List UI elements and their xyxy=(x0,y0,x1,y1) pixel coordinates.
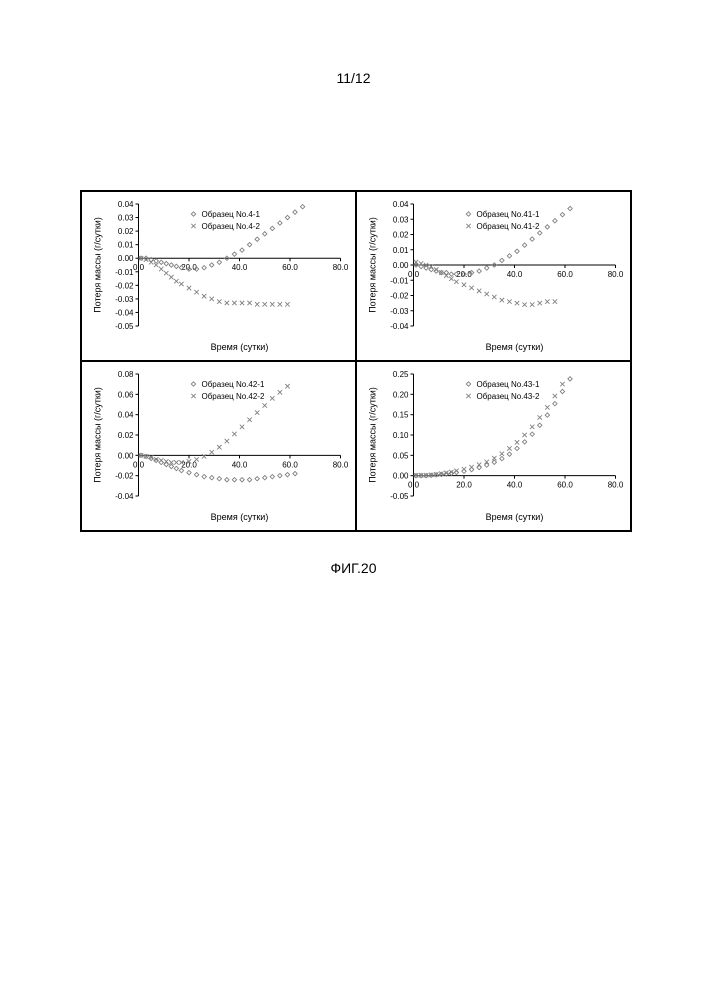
svg-text:0.04: 0.04 xyxy=(118,411,134,420)
page-number: 11/12 xyxy=(0,70,707,86)
svg-text:-0.04: -0.04 xyxy=(115,308,134,317)
svg-text:Время (сутки): Время (сутки) xyxy=(486,512,544,522)
svg-text:40.0: 40.0 xyxy=(232,460,248,469)
svg-text:0.04: 0.04 xyxy=(118,200,134,209)
chart-1: -0.04-0.03-0.02-0.010.000.010.020.030.04… xyxy=(363,196,624,354)
svg-text:Потеря массы (г/сутки): Потеря массы (г/сутки) xyxy=(368,387,378,483)
svg-text:40.0: 40.0 xyxy=(507,481,523,490)
svg-text:Время (сутки): Время (сутки) xyxy=(211,512,269,522)
svg-text:Образец No.43-2: Образец No.43-2 xyxy=(477,392,540,401)
svg-text:Образец No.4-2: Образец No.4-2 xyxy=(202,222,261,231)
svg-text:20.0: 20.0 xyxy=(456,481,472,490)
svg-text:0.03: 0.03 xyxy=(118,214,134,223)
svg-text:-0.04: -0.04 xyxy=(390,322,409,331)
svg-text:Время (сутки): Время (сутки) xyxy=(211,342,269,352)
svg-text:60.0: 60.0 xyxy=(557,270,573,279)
svg-text:0.0: 0.0 xyxy=(408,270,420,279)
svg-text:Образец No.42-2: Образец No.42-2 xyxy=(202,392,265,401)
panel-3: -0.05 0.00 0.05 0.10 0.15 0.20 0.25 0.0 20.0 40.0… xyxy=(356,361,631,531)
svg-text:0.25: 0.25 xyxy=(393,370,409,379)
svg-text:0.04: 0.04 xyxy=(393,200,409,209)
svg-text:Образец No.41-1: Образец No.41-1 xyxy=(477,210,540,219)
svg-text:0.01: 0.01 xyxy=(393,246,409,255)
svg-text:40.0: 40.0 xyxy=(232,263,248,272)
svg-text:0.06: 0.06 xyxy=(118,390,134,399)
svg-text:Образец No.41-2: Образец No.41-2 xyxy=(477,222,540,231)
panel-2: -0.04-0.020.000.020.040.060.080.020.040.… xyxy=(81,361,356,531)
svg-text:60.0: 60.0 xyxy=(282,460,298,469)
svg-text:Потеря массы (г/сутки): Потеря массы (г/сутки) xyxy=(93,217,103,313)
figure-container: -0.05-0.04-0.03-0.02-0.010.000.010.020.0… xyxy=(80,190,632,532)
svg-text:-0.01: -0.01 xyxy=(115,268,134,277)
svg-text:60.0: 60.0 xyxy=(282,263,298,272)
svg-text:-0.03: -0.03 xyxy=(115,295,134,304)
svg-text:0.0: 0.0 xyxy=(133,460,145,469)
svg-text:-0.04: -0.04 xyxy=(115,492,134,501)
svg-text:0.00: 0.00 xyxy=(118,254,134,263)
svg-text:0.0: 0.0 xyxy=(408,481,420,490)
svg-text:0.03: 0.03 xyxy=(393,215,409,224)
svg-text:Образец No.42-1: Образец No.42-1 xyxy=(202,380,265,389)
svg-text:Потеря массы (г/сутки): Потеря массы (г/сутки) xyxy=(368,217,378,313)
svg-text:Образец No.4-1: Образец No.4-1 xyxy=(202,210,261,219)
svg-text:0.20: 0.20 xyxy=(393,390,409,399)
svg-text:Время (сутки): Время (сутки) xyxy=(486,342,544,352)
svg-text:-0.03: -0.03 xyxy=(390,307,409,316)
svg-text:0.02: 0.02 xyxy=(393,231,409,240)
svg-text:40.0: 40.0 xyxy=(507,270,523,279)
svg-text:0.05: 0.05 xyxy=(393,451,409,460)
svg-text:-0.05: -0.05 xyxy=(115,322,134,331)
svg-text:-0.01: -0.01 xyxy=(390,276,409,285)
svg-text:80.0: 80.0 xyxy=(608,481,624,490)
chart-2: -0.04-0.020.000.020.040.060.080.020.040.… xyxy=(88,366,349,524)
svg-text:-0.02: -0.02 xyxy=(115,472,134,481)
svg-text:0.01: 0.01 xyxy=(118,241,134,250)
svg-text:0.15: 0.15 xyxy=(393,411,409,420)
svg-text:0.08: 0.08 xyxy=(118,370,134,379)
svg-text:0.02: 0.02 xyxy=(118,431,134,440)
svg-text:0.10: 0.10 xyxy=(393,431,409,440)
svg-text:0.00: 0.00 xyxy=(393,261,409,270)
chart-3: -0.05 0.00 0.05 0.10 0.15 0.20 0.25 0.0 20.0 40.0… xyxy=(363,366,624,524)
svg-text:Образец No.43-1: Образец No.43-1 xyxy=(477,380,540,389)
svg-text:80.0: 80.0 xyxy=(333,263,349,272)
svg-text:80.0: 80.0 xyxy=(333,460,349,469)
panel-0: -0.05 -0.04 -0.03 -0.02 -0.01 0.00 0.01 0.02 0.0… xyxy=(81,191,356,361)
svg-text:-0.02: -0.02 xyxy=(115,281,134,290)
svg-text:0.00: 0.00 xyxy=(393,472,409,481)
chart-0: -0.05 -0.04 -0.03 -0.02 -0.01 0.00 0.01 0.02 0.0… xyxy=(88,196,349,354)
figure-caption: ФИГ.20 xyxy=(0,560,707,576)
panel-1: -0.04-0.03-0.02-0.010.000.010.020.030.04… xyxy=(356,191,631,361)
svg-text:0.00: 0.00 xyxy=(118,451,134,460)
svg-text:80.0: 80.0 xyxy=(608,270,624,279)
svg-text:0.02: 0.02 xyxy=(118,227,134,236)
chart-grid: -0.05-0.04-0.03-0.02-0.010.000.010.020.0… xyxy=(81,191,631,531)
svg-text:Потеря массы (г/сутки): Потеря массы (г/сутки) xyxy=(93,387,103,483)
svg-text:-0.05: -0.05 xyxy=(390,492,409,501)
svg-text:-0.02: -0.02 xyxy=(390,292,409,301)
svg-text:0.0: 0.0 xyxy=(133,263,145,272)
svg-text:60.0: 60.0 xyxy=(557,481,573,490)
